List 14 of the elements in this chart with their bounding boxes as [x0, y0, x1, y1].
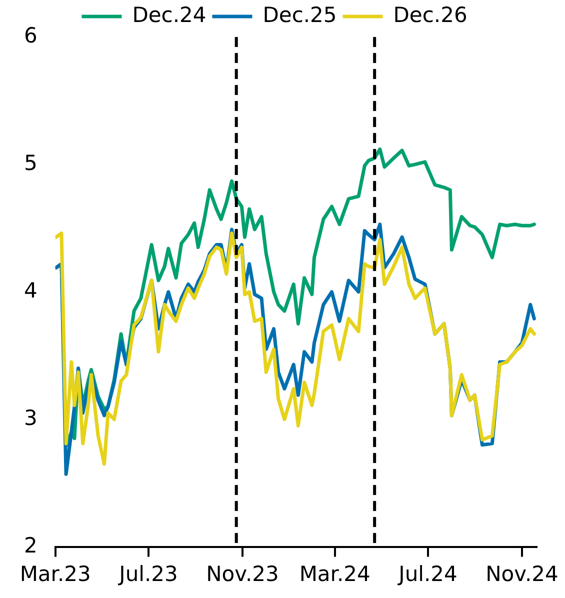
- y-tick-label: 4: [24, 278, 38, 302]
- y-tick-label: 5: [24, 150, 38, 175]
- legend-label: Dec.26: [393, 2, 468, 27]
- legend-label: Dec.24: [132, 2, 206, 27]
- x-tick-label: Nov.23: [206, 562, 279, 586]
- x-tick-label: Mar.24: [299, 562, 370, 586]
- legend-label: Dec.25: [262, 2, 337, 27]
- y-tick-label: 3: [24, 406, 38, 430]
- x-tick-label: Mar.23: [20, 562, 91, 586]
- x-tick-label: Nov.24: [486, 562, 558, 586]
- x-tick-label: Jul.24: [396, 562, 458, 586]
- y-tick-label: 2: [24, 533, 38, 558]
- x-tick-label: Jul.23: [117, 562, 178, 586]
- y-tick-label: 6: [24, 23, 38, 48]
